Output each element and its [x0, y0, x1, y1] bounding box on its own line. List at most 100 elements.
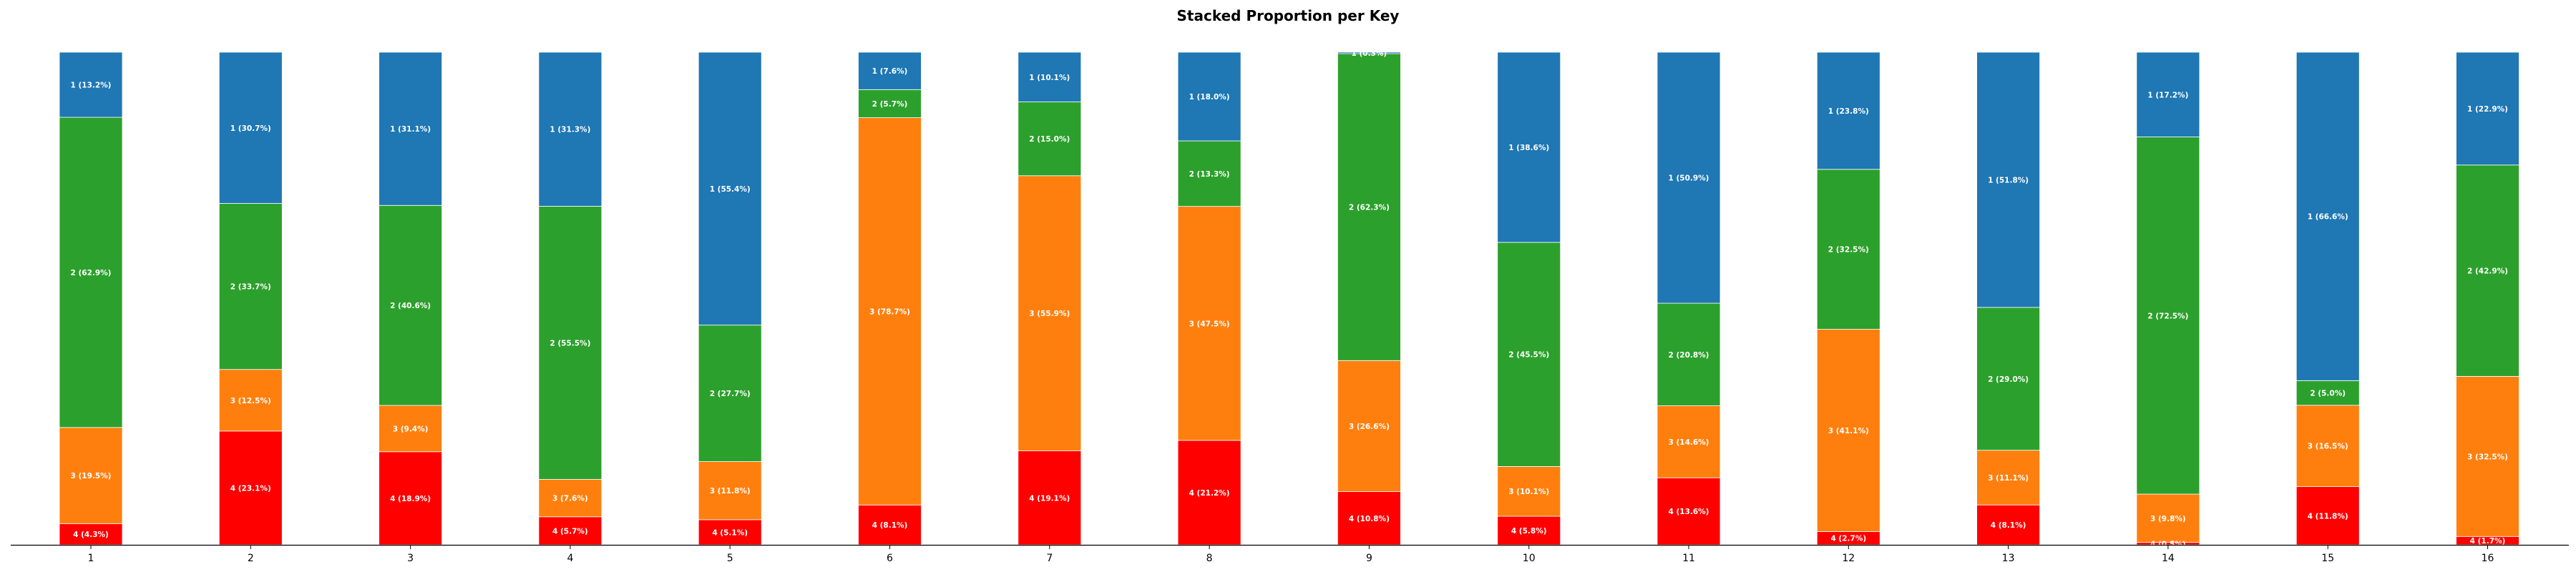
bar-segment-key15-series2 [2296, 380, 2360, 406]
segment-label-key6-series4: 4 (8.1%) [872, 521, 908, 530]
segment-label-key8-series1: 1 (18.0%) [1189, 93, 1230, 102]
bar-segment-key8-series2 [1177, 140, 1241, 207]
segment-label-key13-series1: 1 (51.8%) [1988, 176, 2029, 184]
segment-label-key2-series1: 1 (30.7%) [230, 124, 271, 133]
bar-segment-key13-series3 [1976, 450, 2041, 506]
bar-segment-key13-series4 [1976, 504, 2041, 546]
segment-label-key16-series3: 3 (32.5%) [2467, 453, 2508, 461]
bar-segment-key10-series4 [1497, 516, 1561, 546]
bar-segment-key11-series3 [1657, 405, 1721, 478]
segment-label-key10-series4: 4 (5.8%) [1511, 527, 1547, 536]
bar-segment-key7-series4 [1018, 450, 1082, 546]
segment-label-key1-series1: 1 (13.2%) [71, 82, 112, 90]
segment-label-key4-series2: 2 (55.5%) [550, 339, 590, 347]
segment-label-key14-series3: 3 (9.8%) [2150, 515, 2186, 523]
segment-label-key6-series2: 2 (5.7%) [872, 100, 908, 109]
x-tick-label-7: 7 [1046, 553, 1053, 564]
bar-segment-key3-series2 [379, 204, 442, 406]
bars-layer [59, 51, 2519, 546]
x-tick-label-5: 5 [727, 553, 733, 564]
segment-label-key5-series2: 2 (27.7%) [710, 390, 751, 398]
bar-segment-key8-series4 [1177, 440, 1241, 546]
segment-label-key3-series4: 4 (18.9%) [390, 495, 431, 503]
segment-label-key4-series3: 3 (7.6%) [552, 495, 588, 503]
segment-label-key16-series2: 2 (42.9%) [2467, 267, 2508, 276]
segment-label-key10-series3: 3 (10.1%) [1508, 488, 1549, 496]
bar-segment-key4-series4 [538, 516, 602, 546]
segment-label-key12-series1: 1 (23.8%) [1828, 107, 1869, 116]
segment-label-key12-series3: 3 (41.1%) [1828, 427, 1869, 435]
bar-segment-key3-series4 [379, 451, 442, 546]
bar-segment-key5-series1 [698, 51, 762, 326]
bar-segment-key4-series1 [538, 51, 602, 207]
segment-label-key6-series1: 1 (7.6%) [872, 67, 908, 76]
segment-label-key3-series1: 1 (31.1%) [390, 125, 431, 134]
bar-segment-key12-series2 [1816, 169, 1880, 330]
segment-label-key1-series4: 4 (4.3%) [73, 531, 109, 539]
bar-segment-key6-series2 [858, 89, 922, 118]
x-tick-label-8: 8 [1206, 553, 1213, 564]
segment-label-key13-series4: 4 (8.1%) [1991, 521, 2026, 530]
bar-segment-key15-series1 [2296, 51, 2360, 381]
bar-segment-key16-series1 [2456, 51, 2519, 166]
segment-label-key14-series4: 4 (0.5%) [2150, 540, 2186, 548]
x-tick-label-2: 2 [248, 553, 254, 564]
segment-label-key8-series4: 4 (21.2%) [1189, 489, 1230, 498]
x-tick-label-16: 16 [2482, 553, 2494, 564]
x-tick-label-11: 11 [1682, 553, 1695, 564]
segment-label-key7-series3: 3 (55.9%) [1029, 310, 1070, 318]
bar-segment-key9-series2 [1337, 53, 1401, 361]
bar-segment-key6-series1 [858, 51, 922, 90]
bar-segment-key13-series2 [1976, 307, 2041, 451]
bar-segment-key1-series4 [59, 523, 123, 546]
segment-label-key10-series1: 1 (38.6%) [1508, 144, 1549, 152]
segment-label-key5-series1: 1 (55.4%) [710, 185, 751, 194]
segment-label-key15-series1: 1 (66.6%) [2308, 213, 2348, 222]
segment-label-key15-series4: 4 (11.8%) [2308, 512, 2348, 521]
bar-segment-key7-series3 [1018, 175, 1082, 451]
segment-label-key11-series1: 1 (50.9%) [1669, 174, 1709, 183]
segment-label-key10-series2: 2 (45.5%) [1508, 351, 1549, 360]
segment-label-key8-series2: 2 (13.3%) [1189, 170, 1230, 179]
x-tick-label-4: 4 [567, 553, 573, 564]
x-tick-label-3: 3 [407, 553, 414, 564]
bar-segment-key2-series2 [218, 203, 283, 370]
segment-label-key11-series4: 4 (13.6%) [1669, 508, 1709, 516]
segment-label-key12-series4: 4 (2.7%) [1830, 535, 1866, 543]
x-tick-label-13: 13 [2002, 553, 2015, 564]
bar-segment-key16-series3 [2456, 375, 2519, 537]
x-tick-label-12: 12 [1842, 553, 1855, 564]
bar-segment-key1-series2 [59, 117, 123, 428]
x-tick-label-9: 9 [1366, 553, 1372, 564]
segment-labels-layer: 4 (4.3%) 3 (19.5%) 2 (62.9%) 1 (13.2%) 4 (23… [71, 49, 2509, 548]
bar-segment-key10-series2 [1497, 242, 1561, 467]
bar-segment-key14-series3 [2136, 493, 2200, 543]
bar-segment-key6-series3 [858, 117, 922, 506]
bar-segment-key8-series1 [1177, 51, 1241, 142]
segment-label-key7-series1: 1 (10.1%) [1029, 74, 1070, 82]
bar-segment-key5-series2 [698, 325, 762, 462]
segment-label-key7-series2: 2 (15.0%) [1029, 135, 1070, 144]
bar-segment-key1-series1 [59, 51, 123, 118]
segment-label-key13-series2: 2 (29.0%) [1988, 375, 2029, 384]
chart-title: Stacked Proportion per Key [1176, 7, 1400, 24]
x-tick-label-10: 10 [1523, 553, 1536, 564]
bar-segment-key11-series1 [1657, 51, 1721, 304]
x-tick-label-15: 15 [2321, 553, 2334, 564]
bar-segment-key14-series1 [2136, 51, 2200, 137]
bar-segment-key9-series3 [1337, 360, 1401, 492]
x-axis-ticks: 1 2 3 4 5 6 7 8 9 10 11 12 13 14 15 16 [88, 545, 2494, 564]
segment-label-key5-series4: 4 (5.1%) [712, 528, 748, 537]
bar-segment-key2-series1 [218, 51, 283, 204]
segment-label-key14-series2: 2 (72.5%) [2147, 312, 2188, 320]
bar-segment-key11-series2 [1657, 302, 1721, 406]
bar-segment-key12-series1 [1816, 51, 1880, 170]
x-tick-label-6: 6 [887, 553, 893, 564]
segment-label-key11-series3: 3 (14.6%) [1669, 438, 1709, 447]
segment-label-key14-series1: 1 (17.2%) [2147, 91, 2188, 99]
segment-label-key11-series2: 2 (20.8%) [1669, 351, 1709, 360]
bar-segment-key12-series3 [1816, 329, 1880, 532]
segment-label-key15-series2: 2 (5.0%) [2310, 390, 2346, 398]
bar-segment-key3-series1 [379, 51, 442, 206]
